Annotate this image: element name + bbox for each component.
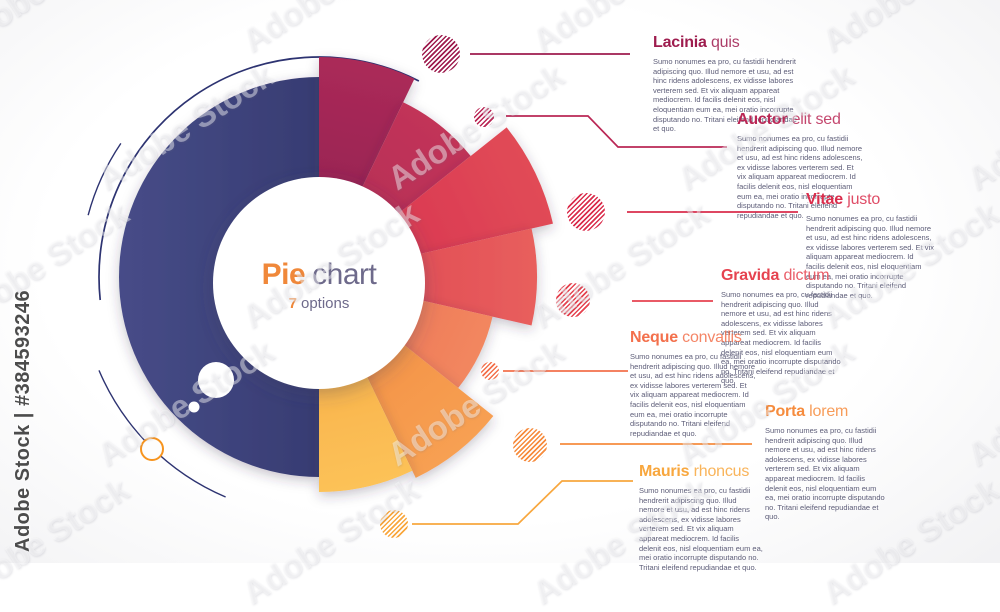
legend-item-vitae: Vitae justo Sumo nonumes ea pro, cu fast… bbox=[806, 191, 934, 300]
legend-title-rest: quis bbox=[710, 34, 740, 51]
legend-title-bold: Lacinia bbox=[653, 34, 707, 51]
hatched-marker-auctor bbox=[474, 107, 494, 127]
hatched-marker-mauris bbox=[380, 510, 408, 538]
legend-body-text: Sumo nonumes ea pro, cu fastidii hendrer… bbox=[737, 134, 863, 220]
pie-center-subtitle: 7 options bbox=[262, 295, 377, 312]
legend-item-neque: Neque convallis Sumo nonumes ea pro, cu … bbox=[630, 329, 756, 438]
hatched-marker-vitae bbox=[567, 193, 605, 231]
center-subtitle-accent: 7 bbox=[288, 295, 297, 312]
legend-title-bold: Mauris bbox=[639, 463, 690, 480]
legend-item-auctor: Auctor elit sed Sumo nonumes ea pro, cu … bbox=[737, 111, 863, 220]
legend-title: Porta lorem bbox=[765, 403, 887, 421]
legend-title-bold: Neque bbox=[630, 329, 678, 346]
legend-body-text: Sumo nonumes ea pro, cu fastidii hendrer… bbox=[721, 290, 841, 386]
legend-item-mauris: Mauris rhoncus Sumo nonumes ea pro, cu f… bbox=[639, 463, 763, 572]
legend-title-rest: lorem bbox=[809, 403, 849, 420]
legend-body-text: Sumo nonumes ea pro, cu fastidii hendrer… bbox=[639, 486, 763, 572]
legend-title: Auctor elit sed bbox=[737, 111, 863, 129]
legend-title-rest: elit sed bbox=[791, 111, 841, 128]
hatched-marker-porta bbox=[513, 428, 547, 462]
legend-title: Gravida dictum bbox=[721, 267, 843, 285]
legend-item-lacinia: Lacinia quis Sumo nonumes ea pro, cu fas… bbox=[653, 34, 803, 134]
legend-body-text: Sumo nonumes ea pro, cu fastidii hendrer… bbox=[765, 426, 885, 522]
legend-title: Vitae justo bbox=[806, 191, 934, 209]
legend-title-bold: Auctor bbox=[737, 111, 788, 128]
decorative-bubble bbox=[198, 362, 234, 398]
pie-chart-svg bbox=[87, 53, 798, 525]
decorative-bubble bbox=[188, 401, 200, 413]
legend-item-gravida: Gravida dictum Sumo nonumes ea pro, cu f… bbox=[721, 267, 843, 386]
legend-title: Mauris rhoncus bbox=[639, 463, 763, 481]
center-subtitle-rest: options bbox=[300, 295, 350, 312]
center-title-accent: Pie bbox=[261, 258, 306, 291]
center-title-rest: chart bbox=[312, 258, 377, 291]
pie-center-title: Pie chart bbox=[262, 258, 377, 292]
pie-center-label: Pie chart 7 options bbox=[262, 258, 377, 312]
watermark-side-text: Adobe Stock | #384593246 bbox=[12, 289, 34, 552]
legend-body-text: Sumo nonumes ea pro, cu fastidii hendrer… bbox=[630, 352, 756, 438]
leader-line-auctor bbox=[506, 115, 727, 148]
legend-body-text: Sumo nonumes ea pro, cu fastidii hendrer… bbox=[653, 57, 797, 134]
legend-title: Neque convallis bbox=[630, 329, 756, 347]
decorative-ring bbox=[140, 437, 164, 461]
legend-body-text: Sumo nonumes ea pro, cu fastidii hendrer… bbox=[806, 214, 934, 300]
legend-title-bold: Porta bbox=[765, 403, 805, 420]
legend-title-rest: convallis bbox=[682, 329, 742, 346]
pie-inner-circle bbox=[213, 177, 425, 389]
legend-title: Lacinia quis bbox=[653, 34, 803, 52]
legend-item-porta: Porta lorem Sumo nonumes ea pro, cu fast… bbox=[765, 403, 887, 522]
leader-line-mauris bbox=[412, 480, 633, 525]
pie-slice-gravida bbox=[319, 228, 537, 326]
legend-title-bold: Vitae bbox=[806, 191, 843, 208]
legend-title-rest: justo bbox=[847, 191, 881, 208]
legend-title-bold: Gravida bbox=[721, 267, 780, 284]
decorative-arc bbox=[87, 142, 122, 216]
hatched-marker-lacinia bbox=[422, 35, 460, 73]
legend-title-rest: rhoncus bbox=[693, 463, 750, 480]
hatched-marker-gravida bbox=[556, 283, 590, 317]
legend-title-rest: dictum bbox=[783, 267, 830, 284]
hatched-marker-neque bbox=[481, 362, 499, 380]
